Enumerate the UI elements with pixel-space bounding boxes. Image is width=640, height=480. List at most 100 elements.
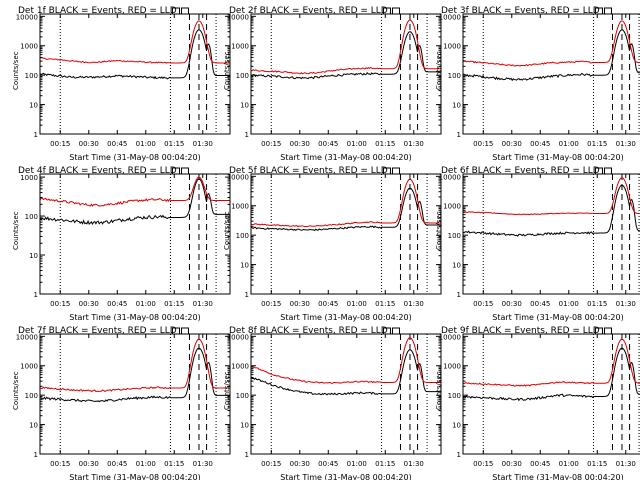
y-tick-label: 10000	[16, 333, 38, 341]
saa-flag-box	[180, 327, 189, 335]
panel-title: Det 4f BLACK = Events, RED = LLD	[18, 166, 177, 176]
series-line-events	[250, 187, 441, 232]
x-tick-label: 01:00	[136, 140, 156, 148]
saa-flag-box	[391, 327, 400, 335]
saa-flag-box	[603, 327, 612, 335]
x-tick-label: 00:30	[502, 140, 522, 148]
y-tick-label: 10000	[439, 333, 461, 341]
panel-title: Det 8f BLACK = Events, RED = LLD	[229, 326, 388, 336]
detector-panel-3: Det 3f BLACK = Events, RED = LLD Counts/s…	[435, 6, 640, 162]
detector-panel-7: Det 7f BLACK = Events, RED = LLD Counts/s…	[12, 326, 231, 480]
y-tick-label: 1	[457, 131, 461, 139]
y-tick-label: 1	[34, 451, 38, 459]
x-tick-label: 00:15	[473, 140, 493, 148]
x-tick-label: 01:30	[616, 300, 636, 308]
saa-flag-box	[603, 167, 612, 175]
x-axis-label: Start Time (31-May-08 00:04:20)	[280, 153, 411, 162]
x-tick-label: 01:00	[136, 300, 156, 308]
y-tick-label: 100	[448, 392, 461, 400]
x-tick-label: 00:45	[530, 140, 550, 148]
x-tick-label: 01:15	[587, 140, 607, 148]
series-line-lld	[39, 176, 230, 207]
x-tick-label: 00:45	[530, 460, 550, 468]
series-line-lld	[462, 177, 640, 216]
y-tick-label: 1000	[443, 43, 461, 51]
y-axis-label: Counts/sec	[223, 371, 231, 410]
series-line-events	[39, 347, 230, 403]
x-tick-label: 01:00	[559, 140, 579, 148]
x-axis-label: Start Time (31-May-08 00:04:20)	[492, 153, 623, 162]
y-tick-label: 1000	[443, 203, 461, 211]
series-line-events	[250, 31, 441, 80]
y-tick-label: 100	[236, 232, 249, 240]
x-tick-label: 01:15	[164, 300, 184, 308]
x-tick-label: 00:15	[473, 300, 493, 308]
x-tick-label: 00:30	[290, 460, 310, 468]
y-tick-label: 1	[457, 291, 461, 299]
y-tick-label: 100	[236, 392, 249, 400]
x-axis-label: Start Time (31-May-08 00:04:20)	[69, 473, 200, 480]
y-tick-label: 1000	[443, 363, 461, 371]
y-tick-label: 100	[236, 72, 249, 80]
x-tick-label: 01:15	[587, 300, 607, 308]
x-tick-label: 01:30	[616, 140, 636, 148]
panel-title: Det 3f BLACK = Events, RED = LLD	[441, 6, 600, 16]
series-line-events	[39, 29, 230, 80]
x-tick-label: 01:00	[136, 460, 156, 468]
series-line-lld	[250, 178, 441, 228]
plot-frame	[250, 13, 442, 135]
series-line-lld	[39, 20, 230, 64]
x-tick-label: 01:15	[164, 140, 184, 148]
x-tick-label: 01:30	[616, 460, 636, 468]
y-axis-label: Counts/sec	[12, 371, 20, 410]
y-tick-label: 100	[25, 213, 38, 221]
y-axis-label: Counts/sec	[435, 51, 443, 90]
detector-panel-5: Det 5f BLACK = Events, RED = LLD Counts/s…	[223, 166, 442, 322]
y-tick-label: 10	[452, 102, 461, 110]
y-tick-label: 10	[29, 252, 38, 260]
y-tick-label: 1	[245, 291, 249, 299]
series-line-lld	[250, 337, 441, 384]
plot-frame	[39, 333, 231, 455]
x-tick-label: 01:30	[404, 140, 424, 148]
panel-title: Det 2f BLACK = Events, RED = LLD	[229, 6, 388, 16]
x-tick-label: 00:30	[79, 300, 99, 308]
y-tick-label: 100	[25, 392, 38, 400]
x-tick-label: 00:45	[107, 140, 127, 148]
x-tick-label: 01:30	[404, 300, 424, 308]
x-tick-label: 01:15	[375, 140, 395, 148]
x-tick-label: 00:45	[318, 300, 338, 308]
y-axis-label: Counts/sec	[12, 211, 20, 250]
y-tick-label: 1	[245, 451, 249, 459]
y-tick-label: 10	[452, 262, 461, 270]
y-tick-label: 1	[34, 291, 38, 299]
series-line-lld	[250, 19, 441, 75]
saa-flag-box	[180, 167, 189, 175]
y-tick-label: 1000	[231, 363, 249, 371]
x-tick-label: 00:15	[261, 140, 281, 148]
x-tick-label: 01:15	[164, 460, 184, 468]
detector-panel-2: Det 2f BLACK = Events, RED = LLD Counts/s…	[223, 6, 442, 162]
y-axis-label: Counts/sec	[435, 211, 443, 250]
y-tick-label: 1	[34, 131, 38, 139]
x-tick-label: 01:00	[559, 300, 579, 308]
x-tick-label: 00:15	[50, 300, 70, 308]
y-tick-label: 10000	[227, 173, 249, 181]
y-tick-label: 10	[29, 102, 38, 110]
plot-frame	[39, 13, 231, 135]
y-tick-label: 1000	[20, 363, 38, 371]
y-tick-label: 10	[29, 422, 38, 430]
panel-title: Det 7f BLACK = Events, RED = LLD	[18, 326, 177, 336]
x-axis-label: Start Time (31-May-08 00:04:20)	[69, 313, 200, 322]
y-axis-label: Counts/sec	[435, 371, 443, 410]
x-axis-label: Start Time (31-May-08 00:04:20)	[69, 153, 200, 162]
y-axis-label: Counts/sec	[12, 51, 20, 90]
y-axis-label: Counts/sec	[223, 51, 231, 90]
detector-panel-8: Det 8f BLACK = Events, RED = LLD Counts/s…	[223, 326, 442, 480]
y-tick-label: 10	[240, 102, 249, 110]
series-line-events	[462, 347, 640, 402]
y-tick-label: 100	[448, 232, 461, 240]
saa-flag-box	[391, 7, 400, 15]
x-tick-label: 01:15	[375, 300, 395, 308]
